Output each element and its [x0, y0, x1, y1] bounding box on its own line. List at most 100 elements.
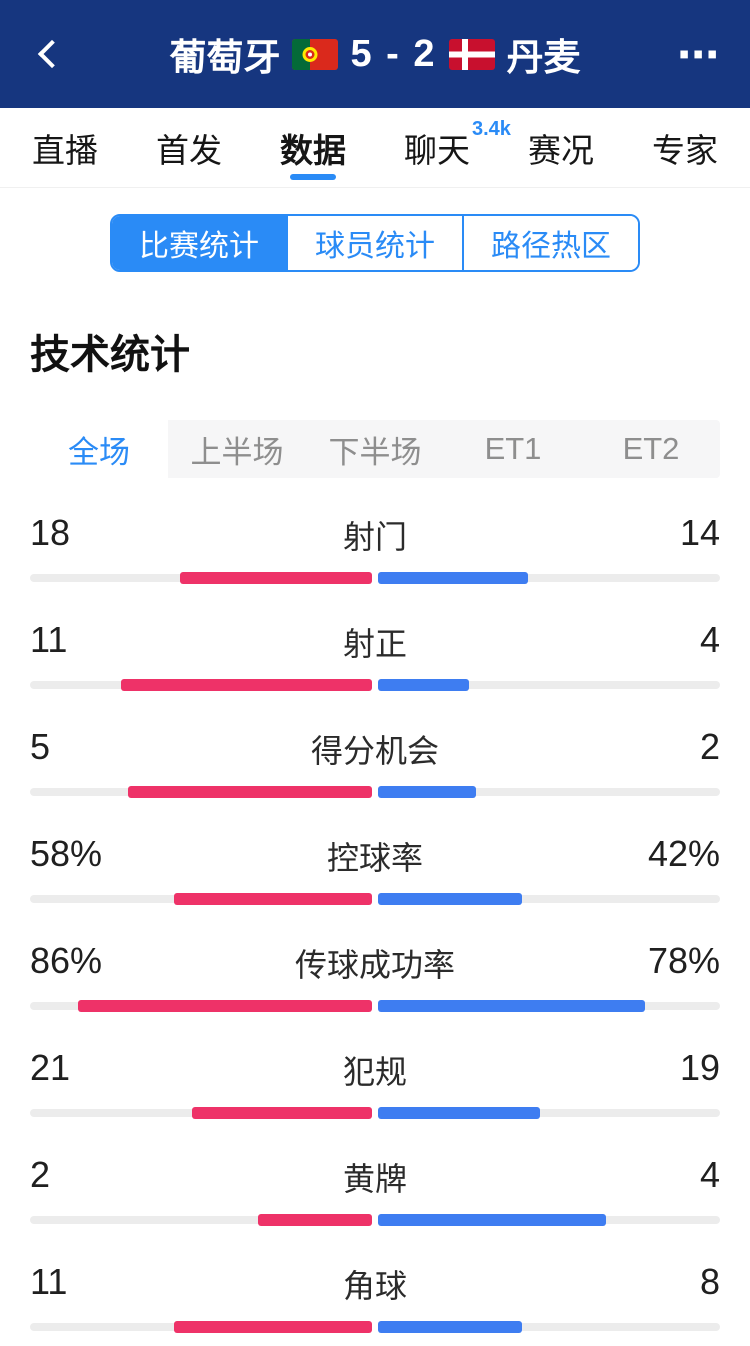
- stat-row-big-chances: 5 得分机会 2: [0, 712, 750, 819]
- stat-row-corners: 11 角球 8: [0, 1247, 750, 1346]
- tab-label: 专家: [652, 131, 718, 169]
- away-bar: [378, 1214, 606, 1226]
- stat-row-shots: 18 射门 14: [0, 498, 750, 605]
- away-value: 2: [699, 726, 720, 767]
- away-value: 4: [699, 619, 720, 660]
- period-tab-label: 下半场: [328, 434, 422, 470]
- stat-row-pass-accuracy: 86% 传球成功率 78%: [0, 926, 750, 1033]
- chat-count-badge: 3.4k: [472, 117, 511, 140]
- home-bar: [179, 572, 372, 584]
- period-tab-full[interactable]: 全场: [30, 420, 168, 478]
- segment-match-stats[interactable]: 比赛统计: [112, 216, 286, 270]
- stat-bars: [30, 1107, 720, 1119]
- away-value: 42%: [647, 833, 720, 874]
- home-bar: [127, 786, 372, 798]
- bar-track: [378, 681, 720, 689]
- tab-label: 聊天: [404, 131, 470, 169]
- stat-label: 控球率: [326, 840, 424, 876]
- home-bar: [258, 1214, 372, 1226]
- tab-label: 赛况: [528, 131, 594, 169]
- bar-track: [378, 1323, 720, 1331]
- period-tabs: 全场 上半场 下半场 ET1 ET2: [30, 420, 720, 478]
- bar-track: [378, 895, 720, 903]
- away-bar: [378, 1107, 541, 1119]
- period-tab-label: ET1: [484, 431, 542, 466]
- segment-label: 比赛统计: [139, 230, 259, 263]
- stat-bars: [30, 572, 720, 584]
- stat-bars: [30, 893, 720, 905]
- tab-data[interactable]: 数据: [280, 108, 346, 188]
- stat-row-possession: 58% 控球率 42%: [0, 819, 750, 926]
- away-value: 19: [679, 1047, 720, 1088]
- home-value: 86%: [30, 940, 103, 981]
- away-bar: [378, 786, 476, 798]
- tab-label: 直播: [32, 131, 98, 169]
- period-tab-et1[interactable]: ET1: [444, 420, 582, 478]
- stat-label: 角球: [342, 1268, 408, 1304]
- segment-player-stats[interactable]: 球员统计: [286, 216, 462, 270]
- home-bar: [192, 1107, 372, 1119]
- home-bar: [77, 1000, 372, 1012]
- period-tab-et2[interactable]: ET2: [582, 420, 720, 478]
- stat-label: 传球成功率: [294, 947, 456, 983]
- ellipsis-icon: ⋯: [677, 30, 721, 78]
- score: 5 - 2: [350, 32, 437, 75]
- tab-chat[interactable]: 聊天 3.4k: [404, 108, 511, 188]
- away-value: 8: [699, 1261, 720, 1302]
- bar-track: [378, 1109, 720, 1117]
- tab-lineup[interactable]: 首发: [156, 108, 222, 188]
- stat-bars: [30, 1321, 720, 1333]
- denmark-flag-icon: [448, 38, 495, 70]
- stats-list: 18 射门 14 11 射正 4 5 得分机会: [0, 498, 750, 1346]
- stat-label: 射门: [342, 519, 408, 555]
- header: 葡萄牙 5 - 2 丹麦 ⋯: [0, 0, 750, 108]
- tab-live[interactable]: 直播: [32, 108, 98, 188]
- segment-heatmap[interactable]: 路径热区: [462, 216, 638, 270]
- stat-row-yellow-cards: 2 黄牌 4: [0, 1140, 750, 1247]
- stat-label: 得分机会: [310, 733, 440, 769]
- stat-row-shots-on-target: 11 射正 4: [0, 605, 750, 712]
- tab-match-status[interactable]: 赛况: [528, 108, 594, 188]
- home-value: 21: [30, 1047, 71, 1088]
- more-button[interactable]: ⋯: [664, 0, 734, 108]
- stat-label: 犯规: [342, 1054, 408, 1090]
- away-bar: [378, 893, 522, 905]
- bar-track: [378, 788, 720, 796]
- period-tab-first-half[interactable]: 上半场: [168, 420, 306, 478]
- away-bar: [378, 1321, 522, 1333]
- match-title: 葡萄牙 5 - 2 丹麦: [169, 27, 580, 81]
- period-tab-second-half[interactable]: 下半场: [306, 420, 444, 478]
- period-tab-label: 上半场: [190, 434, 284, 470]
- portugal-flag-icon: [292, 38, 339, 70]
- period-tab-label: 全场: [68, 434, 130, 470]
- home-bar: [173, 893, 372, 905]
- home-value: 58%: [30, 833, 103, 874]
- away-value: 78%: [647, 940, 720, 981]
- away-bar: [378, 679, 470, 691]
- home-team-name: 葡萄牙: [169, 37, 281, 78]
- home-value: 11: [30, 1261, 68, 1302]
- stat-bars: [30, 1214, 720, 1226]
- stat-label: 黄牌: [342, 1161, 408, 1197]
- home-value: 18: [30, 512, 71, 553]
- period-tab-label: ET2: [622, 431, 680, 466]
- away-value: 14: [679, 512, 720, 553]
- tab-label: 首发: [156, 131, 222, 169]
- stat-bars: [30, 786, 720, 798]
- stat-label: 射正: [342, 626, 408, 662]
- tab-label: 数据: [280, 131, 346, 169]
- stat-bars: [30, 1000, 720, 1012]
- stat-bars: [30, 679, 720, 691]
- bar-track: [30, 1216, 372, 1224]
- back-button[interactable]: [18, 0, 78, 108]
- stats-type-segmented-control: 比赛统计 球员统计 路径热区: [110, 214, 640, 272]
- home-value: 11: [30, 619, 68, 660]
- back-chevron-icon: [37, 39, 67, 69]
- nav-bar: 直播 首发 数据 聊天 3.4k 赛况 专家: [0, 108, 750, 188]
- away-team-name: 丹麦: [506, 37, 581, 78]
- tab-experts[interactable]: 专家: [652, 108, 718, 188]
- segment-label: 球员统计: [315, 230, 435, 263]
- home-value: 5: [30, 726, 51, 767]
- home-bar: [174, 1321, 372, 1333]
